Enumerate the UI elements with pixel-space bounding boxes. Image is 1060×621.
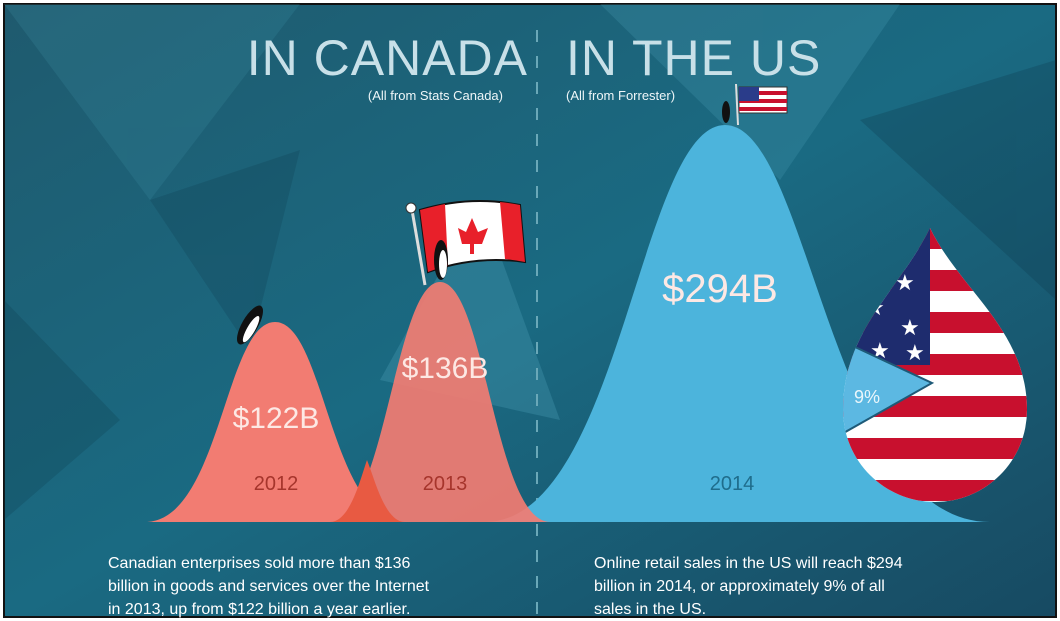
- value-2012: $122B: [233, 402, 320, 435]
- us-description: Online retail sales in the US will reach…: [594, 555, 903, 572]
- svg-text:★: ★: [900, 315, 920, 340]
- infographic: IN CANADA (All from Stats Canada) IN THE…: [0, 0, 1060, 621]
- share-label: 9%: [854, 387, 880, 407]
- canada-description: Canadian enterprises sold more than $136: [108, 555, 411, 572]
- year-2013: 2013: [423, 473, 468, 495]
- year-2012: 2012: [254, 473, 299, 495]
- penguin: [434, 240, 448, 280]
- svg-text:★: ★: [905, 340, 925, 365]
- us-value: $294B: [662, 267, 778, 311]
- canada-source: (All from Stats Canada): [368, 88, 503, 103]
- canada-description: in 2013, up from $122 billion a year ear…: [108, 601, 410, 618]
- us-source: (All from Forrester): [566, 88, 675, 103]
- us-year: 2014: [710, 473, 755, 495]
- us-description: billion in 2014, or approximately 9% of …: [594, 578, 885, 595]
- us-title: IN THE US: [566, 30, 821, 86]
- canada-title: IN CANADA: [247, 30, 528, 86]
- us-description: sales in the US.: [594, 601, 706, 618]
- canada-description: billion in goods and services over the I…: [108, 578, 430, 595]
- value-2013: $136B: [402, 352, 489, 385]
